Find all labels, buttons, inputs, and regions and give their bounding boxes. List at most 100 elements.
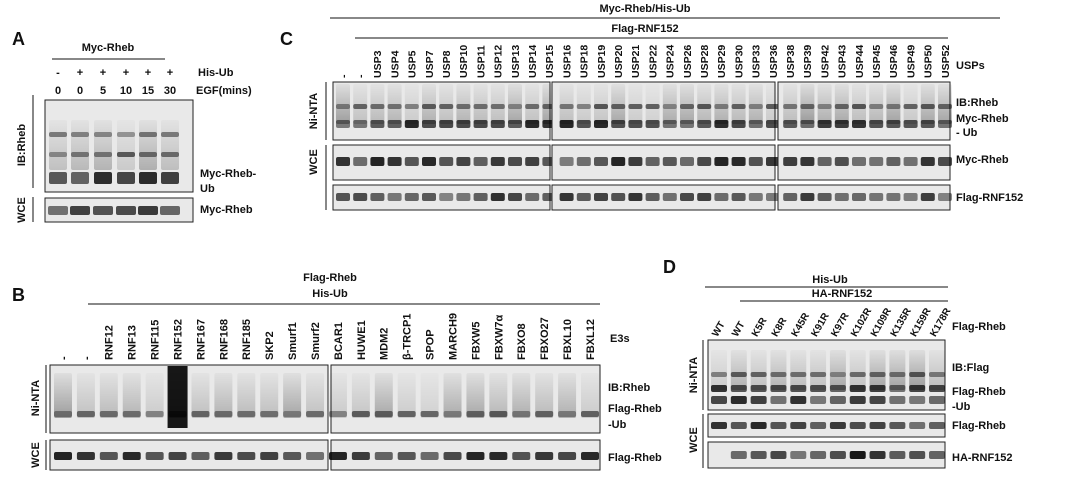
band bbox=[611, 157, 626, 166]
band bbox=[594, 120, 608, 128]
band bbox=[920, 157, 935, 166]
band bbox=[903, 193, 918, 201]
band bbox=[909, 385, 926, 392]
band bbox=[466, 411, 485, 417]
smear bbox=[929, 350, 945, 390]
band bbox=[260, 452, 279, 460]
band bbox=[783, 104, 798, 109]
band bbox=[576, 104, 591, 109]
band bbox=[387, 157, 402, 166]
lane-label: USP13 bbox=[510, 45, 522, 78]
band bbox=[374, 452, 393, 460]
lane-label: USP36 bbox=[768, 45, 780, 78]
band bbox=[70, 206, 90, 215]
band bbox=[237, 411, 256, 417]
lane-sign: - bbox=[56, 67, 60, 79]
band bbox=[750, 422, 767, 429]
band bbox=[351, 411, 370, 417]
band bbox=[525, 157, 540, 166]
band bbox=[929, 396, 945, 404]
lane-label: HUWE1 bbox=[356, 320, 368, 360]
band-label: HA-RNF152 bbox=[952, 452, 1013, 464]
lane-label: USP5 bbox=[407, 50, 419, 78]
band bbox=[817, 157, 832, 166]
band bbox=[49, 152, 67, 157]
lane-sign: + bbox=[77, 67, 83, 79]
lane-label: FBXL12 bbox=[585, 319, 597, 360]
band-label: Flag-Rheb bbox=[952, 321, 1006, 333]
band bbox=[869, 422, 886, 429]
band bbox=[397, 411, 416, 417]
band bbox=[852, 120, 866, 128]
band bbox=[404, 157, 419, 166]
lane-label: USP29 bbox=[716, 45, 728, 78]
band bbox=[559, 120, 574, 128]
band bbox=[783, 157, 798, 166]
band bbox=[387, 120, 402, 128]
band bbox=[558, 452, 577, 460]
band bbox=[512, 452, 531, 460]
band bbox=[834, 157, 849, 166]
lane-label: RNF168 bbox=[218, 319, 230, 360]
lane-label: USP3 bbox=[372, 50, 384, 78]
band bbox=[770, 385, 787, 392]
band bbox=[783, 120, 798, 128]
lane-label: K91R bbox=[809, 311, 832, 339]
band bbox=[628, 157, 643, 166]
band bbox=[790, 372, 807, 377]
lane-label: SPOP bbox=[425, 329, 437, 360]
band bbox=[750, 396, 767, 404]
band bbox=[909, 451, 926, 459]
band bbox=[490, 157, 505, 166]
smear bbox=[909, 350, 926, 390]
band-label: Flag-Rheb bbox=[952, 420, 1006, 432]
band bbox=[889, 422, 906, 429]
band bbox=[770, 451, 787, 459]
band bbox=[790, 385, 807, 392]
band bbox=[909, 396, 926, 404]
smear bbox=[420, 373, 439, 418]
band bbox=[680, 157, 694, 166]
smear bbox=[889, 350, 906, 390]
band bbox=[611, 120, 626, 128]
lane-label: β-TRCP1 bbox=[402, 314, 414, 360]
lane-time: 10 bbox=[120, 85, 132, 97]
band bbox=[730, 422, 747, 429]
smear bbox=[456, 84, 471, 124]
band bbox=[770, 372, 787, 377]
band bbox=[370, 193, 385, 201]
smear bbox=[328, 373, 347, 418]
smear bbox=[750, 350, 767, 390]
smear bbox=[680, 84, 694, 124]
band bbox=[306, 452, 325, 460]
band bbox=[353, 120, 368, 128]
band bbox=[909, 422, 926, 429]
smear bbox=[783, 84, 798, 124]
smear bbox=[336, 84, 350, 124]
band bbox=[849, 396, 866, 404]
lane-label: K97R bbox=[829, 311, 852, 339]
lane-label: - bbox=[81, 356, 93, 360]
band bbox=[766, 157, 780, 166]
smear bbox=[306, 373, 325, 418]
row-label: EGF(mins) bbox=[196, 85, 252, 97]
smear bbox=[576, 84, 591, 124]
side-label: WCE bbox=[30, 442, 42, 468]
lane-label: FBXL10 bbox=[562, 319, 574, 360]
band bbox=[594, 104, 608, 109]
smear bbox=[260, 373, 279, 418]
band bbox=[920, 104, 935, 109]
band bbox=[730, 396, 747, 404]
smear bbox=[886, 84, 901, 124]
smear bbox=[76, 373, 95, 418]
band bbox=[139, 152, 157, 157]
smear bbox=[191, 373, 210, 418]
band bbox=[697, 120, 712, 128]
header: Flag-Rheb bbox=[303, 272, 357, 284]
band bbox=[71, 132, 89, 137]
band bbox=[869, 157, 884, 166]
lane-label: Smurf1 bbox=[287, 322, 299, 360]
smear bbox=[71, 120, 89, 170]
lane-label: USP22 bbox=[647, 45, 659, 78]
band bbox=[750, 451, 767, 459]
